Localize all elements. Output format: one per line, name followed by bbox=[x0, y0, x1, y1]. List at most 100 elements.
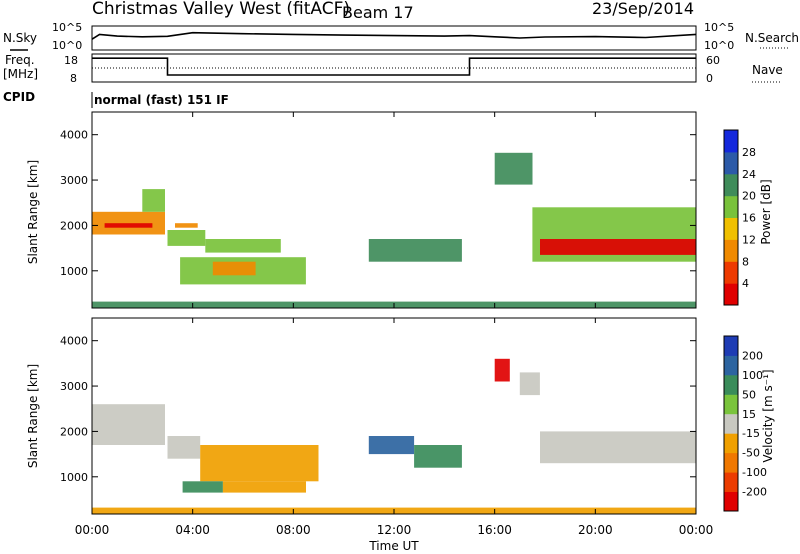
noise-panel-frame bbox=[91, 25, 697, 51]
frequency-series-line bbox=[92, 57, 696, 76]
velocity-colorbar-label: Velocity [m s⁻¹] bbox=[761, 369, 775, 462]
power-ylabel: Slant Range [km] bbox=[26, 160, 40, 264]
power-colorbar: 28 24 20 16 12 8 4 bbox=[723, 129, 756, 306]
velocity-cbar-swatch-7 bbox=[724, 355, 738, 376]
power-cbar-tick-5: 8 bbox=[742, 255, 749, 268]
power-cbar-tick-0: 28 bbox=[742, 146, 756, 159]
power-cbar-tick-6: 4 bbox=[742, 277, 749, 290]
nave-tick-60: 60 bbox=[706, 54, 720, 67]
power-region-3 bbox=[167, 230, 206, 246]
velocity-cbar-tick-5: -50 bbox=[742, 447, 760, 460]
velocity-cbar-swatch-1 bbox=[724, 472, 738, 492]
freq-tick-18: 18 bbox=[64, 54, 78, 67]
velocity-cbar-swatch-0 bbox=[724, 491, 738, 512]
velocity-cbar-swatch-4 bbox=[724, 413, 738, 434]
velocity-y-ticks: 1000 2000 3000 4000 bbox=[60, 335, 696, 484]
power-cbar-frame bbox=[723, 129, 739, 306]
velocity-region-2 bbox=[200, 445, 319, 482]
velocity-cbar-tick-6: -100 bbox=[742, 466, 767, 479]
nave-label: Nave bbox=[752, 63, 783, 77]
beam-label: Beam 17 bbox=[342, 3, 414, 22]
noise-tick-top: 10^5 bbox=[52, 21, 82, 34]
power-region-7 bbox=[212, 261, 256, 276]
x-axis-ticks: 00:00 04:00 08:00 12:00 16:00 20:00 00:00 bbox=[75, 112, 714, 537]
power-cbar-swatch-5 bbox=[724, 173, 738, 197]
x-tick-label-6: 00:00 bbox=[679, 523, 714, 537]
power-colorbar-label: Power [dB] bbox=[759, 179, 773, 244]
velocity-region-4 bbox=[222, 481, 306, 493]
velocity-heatmap bbox=[92, 358, 696, 514]
velocity-cbar-tick-1: 100 bbox=[742, 369, 763, 382]
velocity-cbar-tick-3: 15 bbox=[742, 408, 756, 421]
power-cbar-tick-1: 24 bbox=[742, 168, 756, 181]
velocity-region-1 bbox=[167, 436, 201, 459]
velocity-region-6 bbox=[414, 445, 462, 468]
power-region-9 bbox=[494, 152, 533, 185]
velocity-cbar-swatch-6 bbox=[724, 374, 738, 395]
power-heatmap bbox=[92, 152, 696, 308]
noise-search-label: N.Search bbox=[745, 31, 799, 45]
velocity-region-3 bbox=[182, 481, 223, 493]
power-ytick-label-0: 1000 bbox=[60, 265, 88, 278]
power-cbar-tick-3: 16 bbox=[742, 212, 756, 225]
noise-right-tick-bottom: 10^0 bbox=[704, 39, 734, 52]
plot-title: Christmas Valley West (fitACF) bbox=[92, 0, 350, 19]
power-cbar-tick-2: 20 bbox=[742, 190, 756, 203]
velocity-region-7 bbox=[494, 358, 510, 382]
velocity-cbar-tick-7: -200 bbox=[742, 486, 767, 499]
freq-label-line1: Freq. bbox=[5, 53, 35, 67]
noise-series-line bbox=[91, 31, 697, 40]
x-tick-label-1: 04:00 bbox=[175, 523, 210, 537]
cpid-label: CPID bbox=[3, 90, 35, 104]
cpid-value: normal (fast) 151 IF bbox=[94, 93, 229, 107]
x-tick-label-2: 08:00 bbox=[276, 523, 311, 537]
x-tick-label-0: 00:00 bbox=[75, 523, 110, 537]
velocity-cbar-frame bbox=[723, 335, 739, 512]
velocity-cbar-swatch-8 bbox=[724, 336, 738, 356]
velocity-ytick-label-3: 4000 bbox=[60, 335, 88, 348]
power-cbar-swatch-1 bbox=[724, 261, 738, 284]
velocity-cbar-tick-2: 50 bbox=[742, 388, 756, 401]
power-region-0 bbox=[92, 211, 165, 235]
velocity-colorbar: 200 100 50 15 -15 -50 -100 -200 bbox=[723, 335, 767, 512]
velocity-region-8 bbox=[519, 372, 540, 396]
velocity-cbar-swatch-2 bbox=[724, 452, 738, 473]
power-cbar-swatch-3 bbox=[724, 217, 738, 240]
noise-right-tick-top: 10^5 bbox=[704, 21, 734, 34]
power-cbar-tick-4: 12 bbox=[742, 233, 756, 246]
velocity-ylabel: Slant Range [km] bbox=[26, 364, 40, 468]
velocity-ytick-label-1: 2000 bbox=[60, 425, 88, 438]
power-ytick-label-2: 3000 bbox=[60, 174, 88, 187]
power-cbar-swatch-2 bbox=[724, 239, 738, 262]
velocity-region-0 bbox=[92, 404, 165, 445]
power-cbar-swatch-6 bbox=[724, 151, 738, 175]
velocity-ytick-label-0: 1000 bbox=[60, 471, 88, 484]
nave-tick-0: 0 bbox=[706, 72, 713, 85]
x-axis-label: Time UT bbox=[368, 539, 419, 553]
noise-tick-bottom: 10^0 bbox=[52, 39, 82, 52]
x-tick-label-5: 20:00 bbox=[578, 523, 613, 537]
power-cbar-swatch-4 bbox=[724, 195, 738, 218]
date-label: 23/Sep/2014 bbox=[592, 0, 694, 18]
x-tick-label-3: 12:00 bbox=[377, 523, 412, 537]
power-region-1 bbox=[104, 223, 153, 228]
power-ytick-label-3: 4000 bbox=[60, 129, 88, 142]
velocity-ytick-label-2: 3000 bbox=[60, 380, 88, 393]
velocity-cbar-swatch-5 bbox=[724, 394, 738, 415]
velocity-region-5 bbox=[368, 436, 415, 455]
noise-sky-label: N.Sky bbox=[3, 31, 37, 45]
x-tick-label-4: 16:00 bbox=[477, 523, 512, 537]
power-region-2 bbox=[142, 189, 165, 212]
velocity-cbar-tick-4: -15 bbox=[742, 427, 760, 440]
velocity-region-9 bbox=[540, 431, 696, 464]
power-cbar-swatch-7 bbox=[724, 130, 738, 153]
power-ytick-label-1: 2000 bbox=[60, 219, 88, 232]
freq-label-line2: [MHz] bbox=[3, 67, 38, 81]
freq-tick-8: 8 bbox=[70, 72, 77, 85]
power-region-4 bbox=[175, 223, 198, 228]
power-region-8 bbox=[368, 239, 462, 262]
power-region-6 bbox=[205, 239, 281, 253]
power-cbar-swatch-0 bbox=[724, 283, 738, 306]
power-region-11 bbox=[540, 239, 696, 255]
